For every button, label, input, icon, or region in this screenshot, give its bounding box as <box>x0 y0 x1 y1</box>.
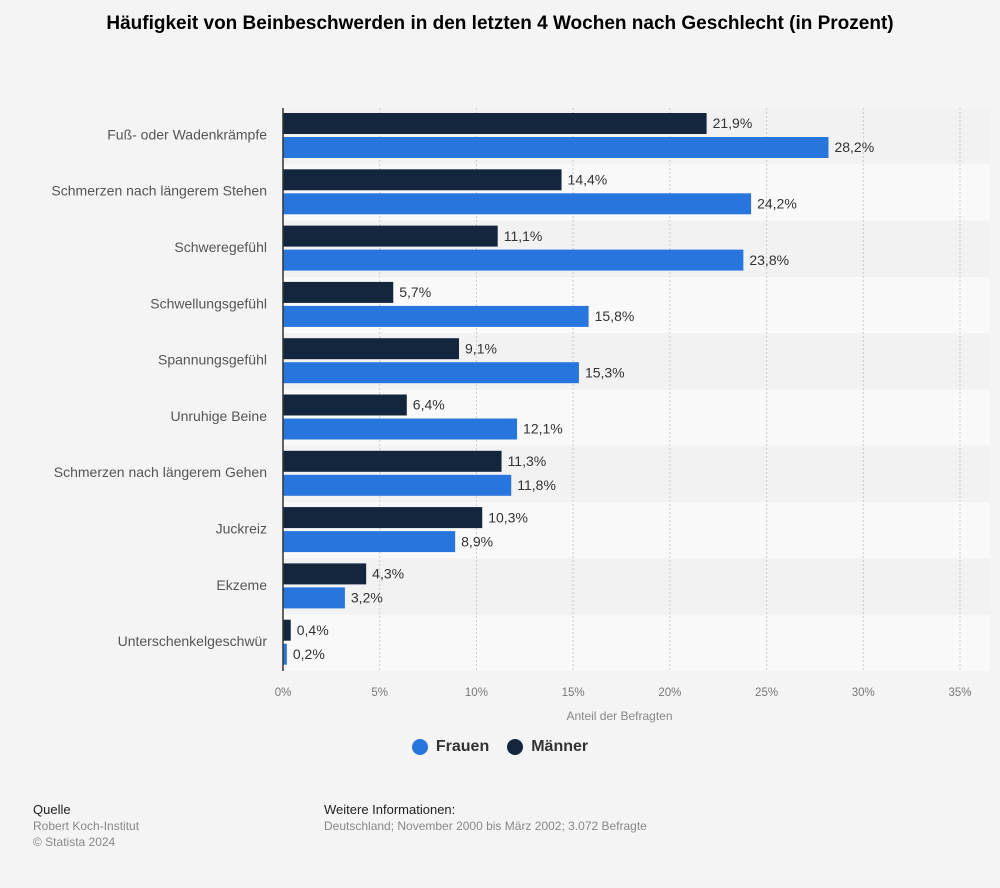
value-label-frauen: 0,2% <box>293 646 325 662</box>
bar-maenner <box>283 507 483 529</box>
legend: Frauen Männer <box>0 738 1000 756</box>
bar-maenner <box>283 225 498 247</box>
category-label: Ekzeme <box>216 577 267 593</box>
value-label-frauen: 15,3% <box>585 364 625 380</box>
legend-label-frauen: Frauen <box>435 738 490 755</box>
value-label-maenner: 11,1% <box>504 228 543 244</box>
category-label: Unruhige Beine <box>170 408 267 424</box>
copyright: © Statista 2024 <box>33 835 116 849</box>
category-label: Spannungsgefühl <box>158 352 267 368</box>
bar-maenner <box>283 169 562 191</box>
value-label-frauen: 3,2% <box>351 590 383 606</box>
category-label: Schweregefühl <box>174 239 267 255</box>
value-label-maenner: 4,3% <box>372 566 404 582</box>
value-label-maenner: 11,3% <box>508 453 547 469</box>
x-tick-label: 10% <box>465 687 488 699</box>
value-label-frauen: 28,2% <box>834 139 874 155</box>
x-tick-label: 30% <box>852 687 875 699</box>
category-label: Schwellungsgefühl <box>150 295 267 311</box>
value-label-frauen: 8,9% <box>461 533 493 549</box>
bar-frauen <box>283 305 589 327</box>
bar-frauen <box>283 193 752 215</box>
source-name[interactable]: Robert Koch-Institut <box>33 819 140 833</box>
bar-frauen <box>283 643 287 665</box>
value-label-maenner: 9,1% <box>465 340 497 356</box>
chart-title: Häufigkeit von Beinbeschwerden in den le… <box>106 13 894 34</box>
x-tick-label: 25% <box>755 687 778 699</box>
bar-frauen <box>283 474 512 496</box>
legend-item-maenner[interactable]: Männer <box>507 738 588 756</box>
x-tick-label: 0% <box>275 687 292 699</box>
bar-maenner <box>283 113 707 134</box>
bar-chart: 0% 5% 10% 15% 20% 25% 30% 35% Anteil der Befragt… <box>51 108 990 723</box>
bar-maenner <box>283 394 407 416</box>
category-label: Fuß- oder Wadenkrämpfe <box>107 126 267 142</box>
bar-frauen <box>283 418 518 440</box>
category-label: Schmerzen nach längerem Gehen <box>54 464 267 480</box>
x-tick-label: 35% <box>948 687 971 699</box>
bar-maenner <box>283 563 367 585</box>
source-block: Quelle Robert Koch-Institut © Statista 2… <box>33 802 139 850</box>
bar-maenner <box>283 281 394 303</box>
bar-frauen <box>283 587 345 609</box>
info-heading: Weitere Informationen: <box>324 802 456 817</box>
legend-item-frauen[interactable]: Frauen <box>411 738 490 756</box>
info-text: Deutschland; November 2000 bis März 2002… <box>324 819 647 833</box>
bar-frauen <box>283 249 744 271</box>
bar-frauen <box>283 362 579 384</box>
x-tick-label: 20% <box>658 687 681 699</box>
value-label-maenner: 5,7% <box>399 284 431 300</box>
bar-maenner <box>283 619 291 641</box>
legend-label-maenner: Männer <box>531 738 589 755</box>
legend-swatch-frauen <box>411 739 428 755</box>
value-label-frauen: 15,8% <box>595 308 635 324</box>
value-label-frauen: 23,8% <box>749 252 789 268</box>
bar-maenner <box>283 338 460 360</box>
bar-maenner <box>283 450 502 472</box>
category-label: Schmerzen nach längerem Stehen <box>51 183 267 199</box>
info-block: Weitere Informationen: Deutschland; Nove… <box>324 802 647 834</box>
value-label-frauen: 11,8% <box>517 477 556 493</box>
value-label-frauen: 12,1% <box>523 421 563 437</box>
bar-frauen <box>283 137 829 158</box>
value-label-maenner: 21,9% <box>713 115 753 131</box>
x-tick-label: 15% <box>562 687 585 699</box>
category-label: Unterschenkelgeschwür <box>118 633 268 649</box>
row-band <box>283 614 990 671</box>
value-label-maenner: 6,4% <box>413 397 445 413</box>
x-axis-title: Anteil der Befragten <box>566 709 672 723</box>
row-band <box>283 558 990 615</box>
value-label-maenner: 14,4% <box>568 172 608 188</box>
category-label: Juckreiz <box>216 520 267 536</box>
value-label-maenner: 0,4% <box>297 622 329 638</box>
source-heading: Quelle <box>33 802 71 817</box>
legend-swatch-maenner <box>507 739 524 755</box>
bar-frauen <box>283 531 456 553</box>
value-label-frauen: 24,2% <box>757 196 797 212</box>
value-label-maenner: 10,3% <box>488 509 528 525</box>
x-tick-label: 5% <box>371 687 388 699</box>
